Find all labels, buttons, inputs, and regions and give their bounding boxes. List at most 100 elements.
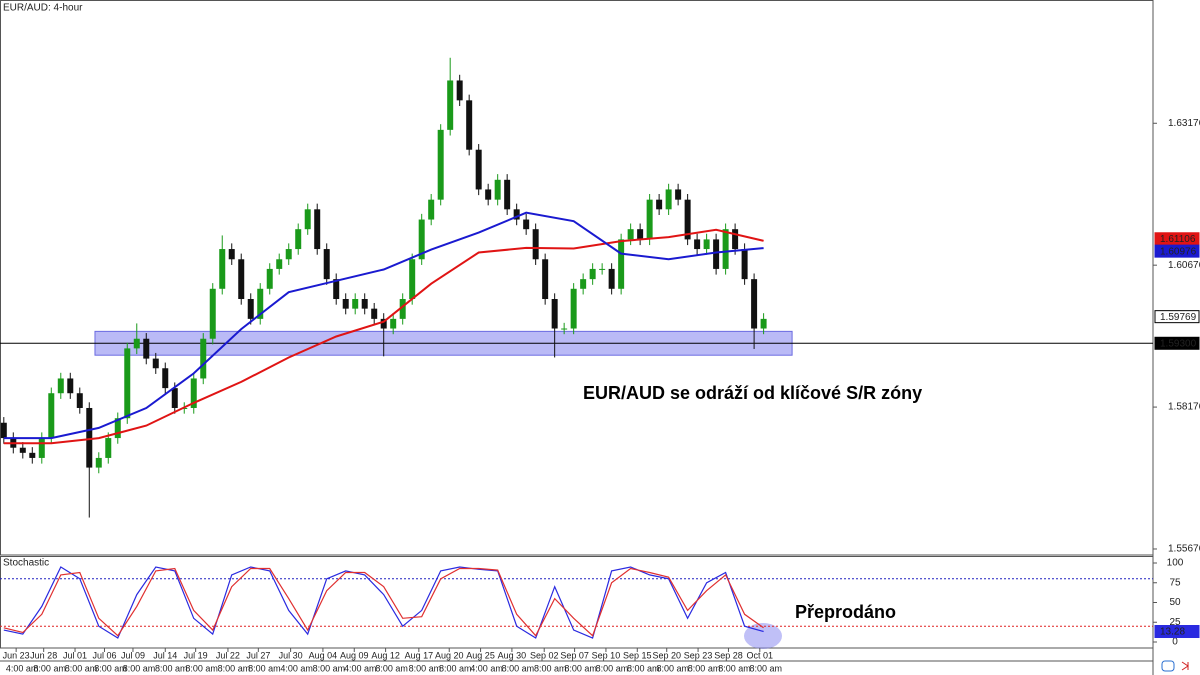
scroll-icon[interactable] [1181,661,1189,671]
candle-body [447,80,454,130]
x-tick-label: Jun 28 [30,650,57,660]
candle-body [399,299,406,319]
candle-body [285,249,292,260]
candle-body [352,299,359,309]
candle-body [618,239,625,289]
x-time-label: 8:00 am [534,663,567,673]
x-time-label: 8:00 am [155,663,188,673]
candle-body [361,299,368,309]
x-tick-label: Aug 09 [340,650,369,660]
candle-body [675,189,682,200]
x-tick-label: Aug 20 [435,650,464,660]
x-time-label: 8:00 am [627,663,660,673]
price-tag [1154,310,1200,324]
candle-body [627,229,634,240]
candle-body [751,279,758,329]
candle-body [409,259,416,300]
candle-body [342,299,349,309]
x-tick-label: Sep 23 [684,650,713,660]
candle-body [304,209,311,230]
candle-body [86,407,93,468]
y-tick-label: 1.60676 [1168,260,1200,271]
candle-body [637,229,644,240]
x-tick-label: Sep 20 [652,650,681,660]
candle-body [684,199,691,240]
candle-body [551,299,558,329]
x-tick-label: Oct 01 [747,650,774,660]
candle-body [67,378,74,394]
candle-body [589,268,596,280]
candle-body [437,129,444,200]
title-box [1,1,69,14]
candle-body [295,229,302,250]
candle-body [466,100,473,150]
y-tick-label: 1.63176 [1168,118,1200,129]
panel-title: Stochastic [3,558,49,569]
x-tick-label: Sep 28 [714,650,743,660]
x-time-label: 4:00 am [6,663,39,673]
x-tick-label: Aug 25 [466,650,495,660]
x-tick-label: Aug 30 [498,650,527,660]
x-time-label: 8:00 am [313,663,346,673]
candle-body [95,457,102,468]
candle-body [380,318,387,329]
oversold-marker [744,623,782,649]
x-tick-label: Jul 19 [184,650,208,660]
candle-body [219,249,226,289]
price-tag-label: 1.61106 [1160,234,1196,245]
x-time-label: 4:00 am [344,663,377,673]
candle-body [314,209,321,250]
annotation: EUR/AUD se odráží od klíčové S/R zóny [583,383,922,403]
x-time-label: 8:00 am [185,663,218,673]
candle-body [722,229,729,269]
candle-body [152,358,159,369]
price-tag [1154,625,1200,639]
annotation: Přeprodáno [795,602,896,622]
candle-body [561,328,568,330]
y-tick-label: 1.55676 [1168,544,1200,555]
x-tick-label: Jul 14 [153,650,177,660]
x-time-label: 8:00 am [502,663,535,673]
candle-body [418,219,425,260]
link-icon[interactable] [1161,660,1175,672]
candle-body [143,338,150,359]
price-tag [1154,336,1200,350]
y-tick-label: 50 [1169,597,1181,608]
candle-body [209,288,216,339]
candle-body [456,80,463,101]
candle-body [485,189,492,200]
candle-body [276,259,283,269]
candle-body [257,288,264,319]
candle-body [741,249,748,280]
series-line [3,211,764,440]
candle-body [247,299,254,319]
x-time-label: 8:00 am [439,663,472,673]
x-time-label: 8:00 am [33,663,66,673]
x-time-label: 8:00 am [718,663,751,673]
x-time-label: 8:00 am [218,663,251,673]
x-time-label: 8:00 am [375,663,408,673]
candle-body [608,268,615,289]
x-time-label: 8:00 am [656,663,689,673]
x-time-label: 8:00 am [564,663,597,673]
candle-body [114,418,121,439]
candle-body [703,239,710,250]
candle-body [760,318,767,329]
candle-body [428,199,435,220]
candle-body [475,149,482,190]
candle-body [238,259,245,300]
chart-title: EUR/AUD: 4-hour [3,3,83,14]
candle-body [228,249,235,260]
price-tag-label: 1.59769 [1160,312,1197,323]
x-tick-label: Sep 15 [623,650,652,660]
y-tick-label: 100 [1167,558,1184,569]
candle-body [57,378,64,394]
series-line [3,567,764,637]
candle-body [494,179,501,200]
candle-body [665,189,672,210]
candle-body [532,229,539,260]
candle-body [390,318,397,329]
x-tick-label: Aug 17 [405,650,434,660]
